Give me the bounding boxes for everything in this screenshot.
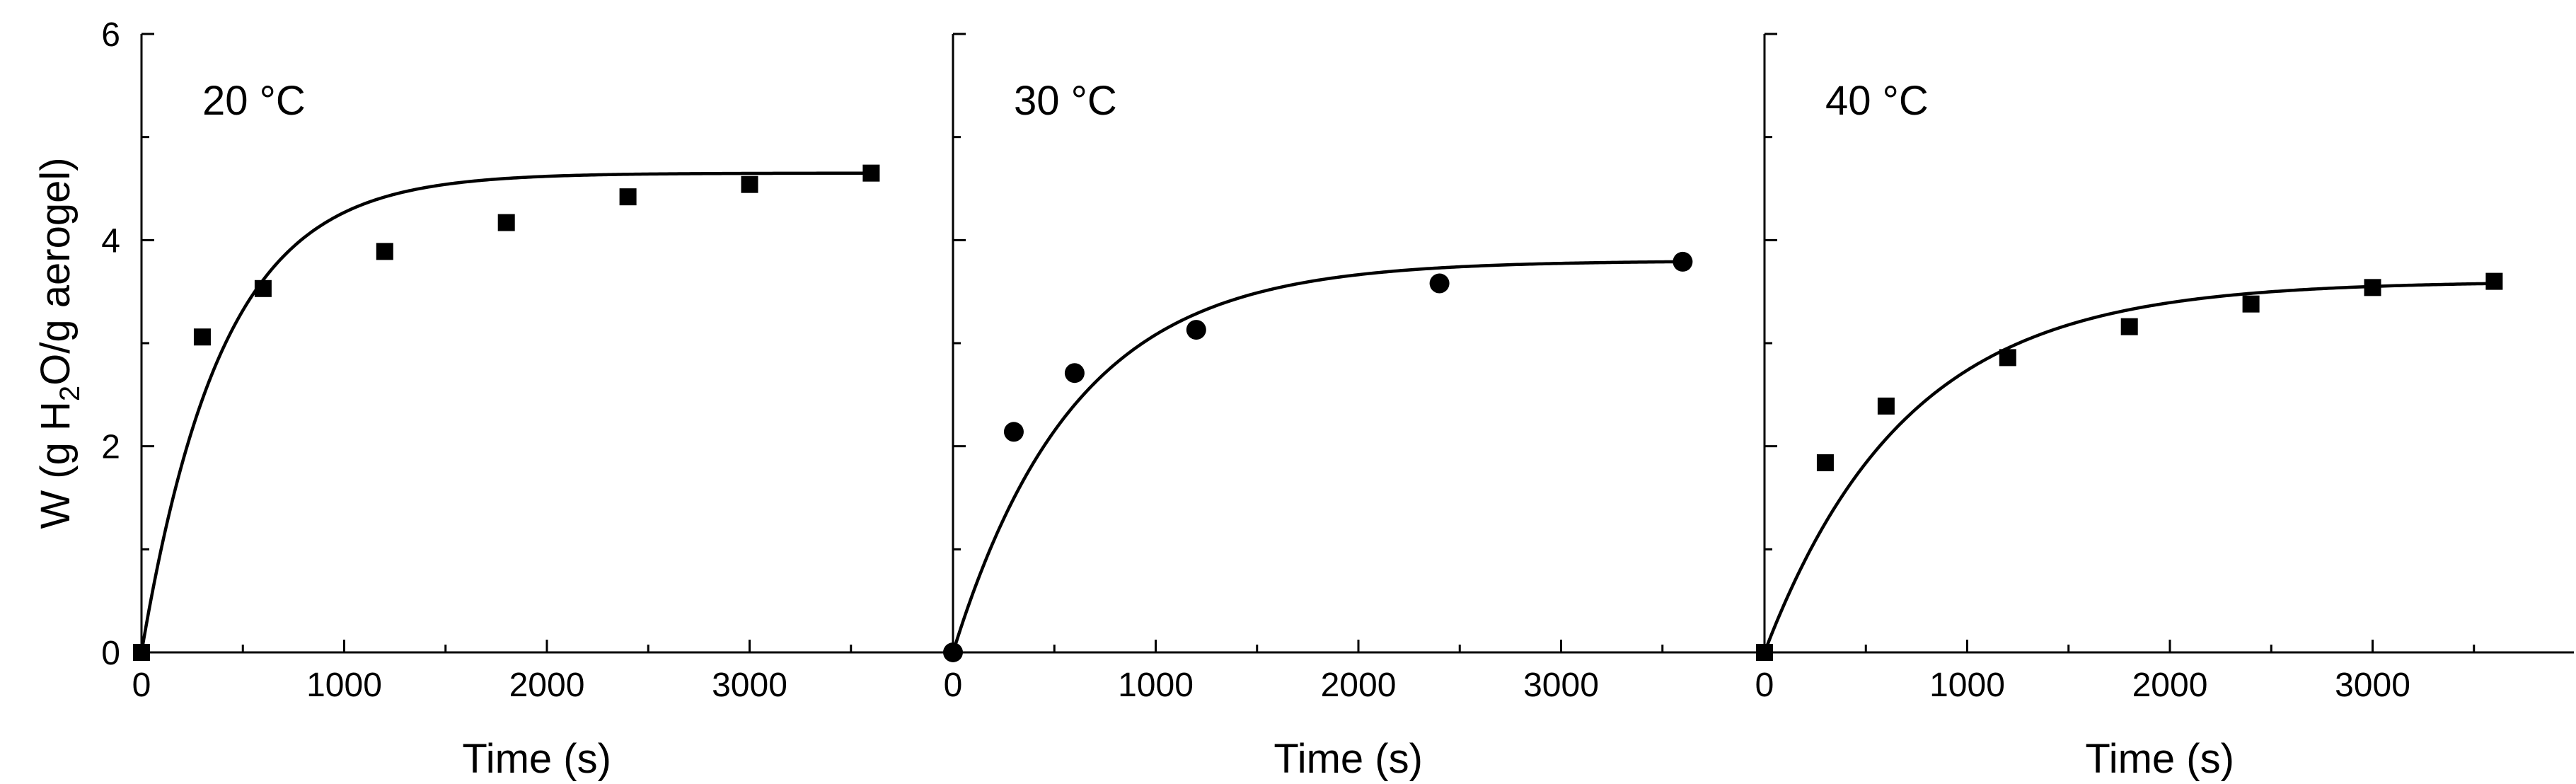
x-tick-label: 3000: [2335, 667, 2410, 704]
data-point: [376, 243, 393, 260]
x-tick-label: 1000: [1929, 667, 2005, 704]
data-point: [2485, 272, 2503, 290]
data-point: [1186, 320, 1206, 340]
data-point: [1003, 422, 1024, 442]
data-point: [2242, 295, 2260, 313]
panel-1: 0 2 4 6 0 1000 2000 3000 Time (s) 20 °C: [101, 16, 953, 782]
y-tick-label: 4: [101, 222, 120, 260]
data-point: [741, 175, 758, 193]
data-point: [1429, 273, 1450, 294]
x-tick-label: 0: [1755, 667, 1774, 704]
y-axis-title-subscript: 2: [54, 386, 86, 401]
data-point: [1756, 644, 1773, 661]
x-tick-label: 1000: [306, 667, 382, 704]
panel-3: 0 1000 2000 3000 Time (s) 40 °C: [1755, 33, 2574, 782]
data-point: [943, 642, 963, 662]
data-point: [2120, 318, 2138, 335]
x-axis-title: Time (s): [462, 736, 611, 782]
data-point: [133, 644, 150, 661]
x-tick-label: 2000: [2132, 667, 2208, 704]
x-tick-label: 3000: [712, 667, 787, 704]
fit-curve: [139, 171, 872, 653]
x-axis-title: Time (s): [1273, 736, 1422, 782]
y-tick-label: 6: [101, 16, 120, 54]
x-tick-label: 2000: [1321, 667, 1397, 704]
y-tick-label: 2: [101, 429, 120, 466]
y-axis-title-part: W (g H: [33, 401, 79, 529]
chart-panels: 0 2 4 6 0 1000 2000 3000 Time (s) 20 °C 0 1000 2000 3…: [101, 16, 2574, 782]
panel-title: 30 °C: [1014, 78, 1117, 124]
data-point: [193, 328, 211, 346]
data-point: [1673, 251, 1693, 272]
x-tick-label: 0: [944, 667, 963, 704]
x-tick-label: 1000: [1118, 667, 1194, 704]
x-axis-title: Time (s): [2085, 736, 2234, 782]
y-tick-label: 0: [101, 635, 120, 672]
data-point: [862, 164, 880, 182]
panel-title: 40 °C: [1825, 78, 1929, 124]
x-tick-label: 3000: [1523, 667, 1599, 704]
data-point: [497, 214, 515, 231]
x-tick-label: 0: [132, 667, 151, 704]
data-point: [254, 279, 272, 297]
data-point: [1816, 454, 1834, 471]
x-tick-label: 2000: [509, 667, 585, 704]
fit-curve: [1762, 282, 2495, 653]
data-point: [1877, 397, 1895, 415]
fit-curve: [951, 260, 1683, 653]
data-point: [619, 188, 637, 206]
panel-title: 20 °C: [202, 78, 306, 124]
panel-2: 0 1000 2000 3000 Time (s) 30 °C: [943, 33, 1764, 782]
data-point: [2364, 279, 2381, 296]
y-axis-title: W (g H2O/g aerogel): [33, 157, 86, 529]
data-point: [1064, 363, 1085, 384]
data-point: [1999, 349, 2016, 367]
y-axis-title-part: O/g aerogel): [33, 157, 79, 385]
